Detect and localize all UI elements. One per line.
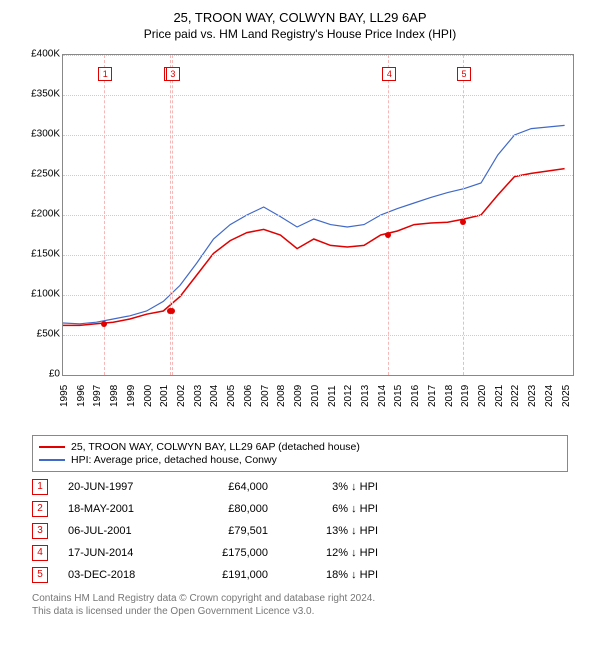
chart-area: £0 £50K £100K £150K £200K £250K £300K £350K £400… bbox=[20, 49, 580, 429]
gridline-h bbox=[63, 335, 573, 336]
sale-vline bbox=[104, 55, 105, 375]
footer-attribution: Contains HM Land Registry data © Crown c… bbox=[32, 592, 568, 618]
chart-title: 25, TROON WAY, COLWYN BAY, LL29 6AP bbox=[10, 10, 590, 25]
legend-swatch bbox=[39, 459, 65, 461]
legend-label: HPI: Average price, detached house, Conw… bbox=[71, 454, 277, 466]
transaction-row: 5 03-DEC-2018 £191,000 18% ↓ HPI bbox=[32, 564, 568, 586]
sale-marker-box: 4 bbox=[382, 67, 396, 81]
transaction-price: £175,000 bbox=[188, 547, 268, 559]
footer-line1: Contains HM Land Registry data © Crown c… bbox=[32, 592, 568, 605]
transaction-diff: 3% ↓ HPI bbox=[288, 481, 378, 493]
chart-subtitle: Price paid vs. HM Land Registry's House … bbox=[10, 27, 590, 41]
sale-marker-box: 5 bbox=[457, 67, 471, 81]
transaction-row: 2 18-MAY-2001 £80,000 6% ↓ HPI bbox=[32, 498, 568, 520]
sale-point bbox=[169, 308, 175, 314]
transaction-marker: 5 bbox=[32, 567, 48, 583]
sale-point bbox=[460, 219, 466, 225]
y-tick-label: £350K bbox=[20, 89, 60, 100]
gridline-h bbox=[63, 55, 573, 56]
transaction-row: 4 17-JUN-2014 £175,000 12% ↓ HPI bbox=[32, 542, 568, 564]
gridline-h bbox=[63, 95, 573, 96]
transaction-date: 03-DEC-2018 bbox=[68, 569, 168, 581]
sale-marker-box: 3 bbox=[166, 67, 180, 81]
transaction-date: 18-MAY-2001 bbox=[68, 503, 168, 515]
y-tick-label: £0 bbox=[20, 369, 60, 380]
transaction-date: 06-JUL-2001 bbox=[68, 525, 168, 537]
gridline-h bbox=[63, 255, 573, 256]
transaction-date: 17-JUN-2014 bbox=[68, 547, 168, 559]
transaction-table: 1 20-JUN-1997 £64,000 3% ↓ HPI 2 18-MAY-2001 £… bbox=[32, 476, 568, 586]
transaction-diff: 12% ↓ HPI bbox=[288, 547, 378, 559]
gridline-h bbox=[63, 175, 573, 176]
transaction-price: £64,000 bbox=[188, 481, 268, 493]
transaction-diff: 13% ↓ HPI bbox=[288, 525, 378, 537]
transaction-diff: 18% ↓ HPI bbox=[288, 569, 378, 581]
y-tick-label: £300K bbox=[20, 129, 60, 140]
legend-swatch bbox=[39, 446, 65, 448]
y-tick-label: £100K bbox=[20, 289, 60, 300]
legend-row: HPI: Average price, detached house, Conw… bbox=[39, 454, 561, 466]
sale-vline bbox=[463, 55, 464, 375]
legend-label: 25, TROON WAY, COLWYN BAY, LL29 6AP (det… bbox=[71, 441, 360, 453]
y-tick-label: £250K bbox=[20, 169, 60, 180]
sale-vline bbox=[172, 55, 173, 375]
sale-marker-box: 1 bbox=[98, 67, 112, 81]
sale-vline bbox=[388, 55, 389, 375]
x-tick-label: 2025 bbox=[561, 385, 600, 407]
y-tick-label: £200K bbox=[20, 209, 60, 220]
y-tick-label: £50K bbox=[20, 329, 60, 340]
transaction-row: 3 06-JUL-2001 £79,501 13% ↓ HPI bbox=[32, 520, 568, 542]
sale-point bbox=[385, 232, 391, 238]
footer-line2: This data is licensed under the Open Gov… bbox=[32, 605, 568, 618]
transaction-price: £79,501 bbox=[188, 525, 268, 537]
series-property bbox=[63, 169, 565, 326]
gridline-h bbox=[63, 215, 573, 216]
transaction-date: 20-JUN-1997 bbox=[68, 481, 168, 493]
transaction-price: £191,000 bbox=[188, 569, 268, 581]
gridline-h bbox=[63, 295, 573, 296]
y-tick-label: £150K bbox=[20, 249, 60, 260]
y-tick-label: £400K bbox=[20, 49, 60, 60]
sale-vline bbox=[170, 55, 171, 375]
plot-region: 12345 bbox=[62, 54, 574, 376]
gridline-h bbox=[63, 135, 573, 136]
legend: 25, TROON WAY, COLWYN BAY, LL29 6AP (det… bbox=[32, 435, 568, 472]
transaction-diff: 6% ↓ HPI bbox=[288, 503, 378, 515]
transaction-price: £80,000 bbox=[188, 503, 268, 515]
sale-point bbox=[101, 321, 107, 327]
transaction-marker: 2 bbox=[32, 501, 48, 517]
transaction-row: 1 20-JUN-1997 £64,000 3% ↓ HPI bbox=[32, 476, 568, 498]
transaction-marker: 4 bbox=[32, 545, 48, 561]
transaction-marker: 3 bbox=[32, 523, 48, 539]
legend-row: 25, TROON WAY, COLWYN BAY, LL29 6AP (det… bbox=[39, 441, 561, 453]
transaction-marker: 1 bbox=[32, 479, 48, 495]
